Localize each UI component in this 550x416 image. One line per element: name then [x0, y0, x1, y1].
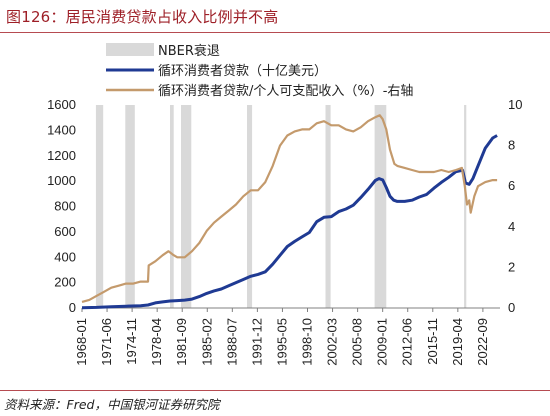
right-axis-tick-label: 6	[508, 178, 515, 193]
right-axis-tick-label: 4	[508, 219, 515, 234]
x-axis-tick-label: 2002-03	[325, 318, 340, 366]
recession-band	[325, 105, 331, 308]
legend-label-ratio: 循环消费者贷款/个人可支配收入（%）-右轴	[158, 84, 413, 99]
axes: 0 200 400 600 800 1000 1200 1400 1600 0 2 4 6 8 10 1968…	[47, 97, 522, 366]
x-axis-tick-label: 1985-02	[199, 318, 214, 366]
left-axis-tick-label: 1000	[47, 173, 76, 188]
x-axis-tick-label: 2019-04	[450, 318, 465, 366]
recession-band	[95, 105, 104, 308]
right-axis-tick-label: 2	[508, 259, 515, 274]
right-axis-tick-label: 8	[508, 138, 515, 153]
series-lines	[81, 114, 498, 310]
chart: 0 200 400 600 800 1000 1200 1400 1600 0 2 4 6 8 10 1968…	[47, 43, 522, 366]
series-line-ratio	[81, 114, 498, 303]
legend-label-credit: 循环消费者贷款（十亿美元）	[158, 64, 327, 79]
recession-band	[181, 105, 192, 308]
x-axis-tick-label: 1981-09	[174, 318, 189, 366]
x-axis-tick-label: 1998-10	[300, 318, 315, 366]
x-axis-tick-label: 1974-11	[124, 318, 139, 365]
x-axis-tick-label: 1978-04	[149, 318, 164, 366]
page-title: 图126：居民消费贷款占收入比例并不高	[6, 8, 279, 26]
left-axis-tick-label: 400	[54, 249, 76, 264]
x-axis-tick-label: 2012-06	[400, 318, 415, 366]
x-axis-tick-label: 2009-01	[375, 318, 390, 366]
left-axis-tick-label: 600	[54, 224, 76, 239]
x-axis-tick-label: 1968-01	[74, 318, 89, 366]
recession-band	[247, 105, 253, 308]
left-axis-tick-label: 800	[54, 199, 76, 214]
x-axis-tick-label: 1991-12	[249, 318, 264, 366]
x-axis-tick-label: 2022-09	[475, 318, 490, 366]
x-axis-tick-label: 2005-08	[350, 318, 365, 366]
legend-label-nber: NBER衰退	[158, 43, 220, 59]
left-axis-tick-label: 200	[54, 275, 76, 290]
recession-band	[374, 105, 387, 308]
source-note: 资料来源：Fred，中国银河证券研究院	[4, 397, 220, 412]
recession-band	[125, 105, 135, 308]
footer-divider	[0, 390, 550, 391]
left-axis-tick-label: 0	[69, 300, 76, 315]
recession-band	[464, 105, 467, 308]
left-axis-tick-label: 1400	[47, 122, 76, 137]
x-axis-tick-label: 1971-06	[99, 318, 114, 366]
title-divider	[0, 32, 550, 33]
left-axis-tick-label: 1600	[47, 97, 76, 112]
x-axis-tick-label: 1988-07	[224, 318, 239, 366]
left-axis-tick-label: 1200	[47, 148, 76, 163]
recession-band	[170, 105, 174, 308]
x-axis-tick-label: 1995-05	[274, 318, 289, 366]
legend-swatch-nber	[106, 43, 154, 56]
series-line-credit	[81, 134, 498, 310]
right-axis-tick-label: 0	[508, 300, 515, 315]
recession-bands	[95, 105, 467, 308]
right-axis-tick-label: 10	[508, 97, 522, 112]
x-axis-tick-label: 2015-11	[425, 318, 440, 365]
